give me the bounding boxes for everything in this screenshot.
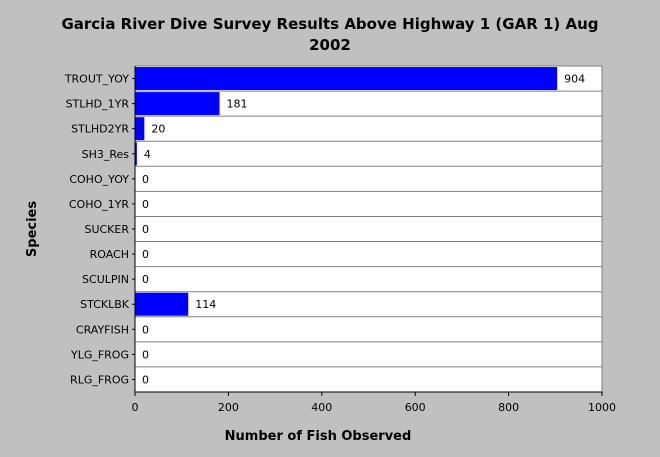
data-label: 0 (142, 323, 149, 336)
x-tick-label: 800 (498, 401, 519, 414)
data-label: 0 (142, 348, 149, 361)
y-axis-label: Species (25, 201, 40, 257)
x-tick-label: 1000 (588, 401, 616, 414)
x-tick-label: 0 (132, 401, 139, 414)
data-labels: 904 181 204 0 0 0 0 0 114 0 0 0 (142, 73, 585, 387)
category-label: RLG_FROG (70, 373, 129, 386)
plot-area (134, 65, 603, 393)
category-label: CRAYFISH (76, 323, 129, 336)
data-label: 0 (142, 248, 149, 261)
category-label: SCULPIN (82, 273, 129, 286)
category-label: SH3_Res (82, 148, 130, 161)
category-label: YLG_FROG (70, 348, 129, 361)
data-label: 0 (142, 373, 149, 386)
bar-trout_yoy (135, 67, 558, 91)
grid-lines (135, 90, 602, 368)
data-label: 904 (564, 73, 585, 86)
chart-title: Garcia River Dive Survey Results Above H… (61, 15, 599, 54)
bar-stlhd2yr (135, 117, 145, 141)
bar-stcklbk (135, 292, 189, 316)
data-label: 114 (195, 298, 216, 311)
x-axis-label: Number of Fish Observed (225, 429, 412, 444)
bar-sh3_res (135, 142, 137, 166)
data-label: 4 (144, 148, 151, 161)
category-label: STCKLBK (80, 298, 130, 311)
category-label: STLHD2YR (71, 123, 129, 136)
data-label: 181 (227, 98, 248, 111)
category-label: COHO_1YR (69, 198, 129, 211)
data-label: 0 (142, 273, 149, 286)
category-label: SUCKER (84, 223, 129, 236)
category-label: COHO_YOY (69, 173, 129, 186)
x-tick-label: 400 (311, 401, 332, 414)
x-tick-label: 200 (218, 401, 239, 414)
category-label: STLHD_1YR (66, 98, 130, 111)
data-label: 0 (142, 223, 149, 236)
x-axis: 0 200 400 600 800 1000 (132, 66, 616, 414)
data-label: 20 (151, 123, 165, 136)
data-label: 0 (142, 198, 149, 211)
bar-stlhd_1yr (135, 92, 220, 116)
category-label: ROACH (90, 248, 129, 261)
category-labels: TROUT_YOY STLHD_1YR STLHD2YR SH3_Res COHO_YO… (64, 73, 135, 386)
x-tick-label: 600 (405, 401, 426, 414)
data-label: 0 (142, 173, 149, 186)
bars (135, 67, 558, 316)
category-label: TROUT_YOY (64, 73, 129, 86)
